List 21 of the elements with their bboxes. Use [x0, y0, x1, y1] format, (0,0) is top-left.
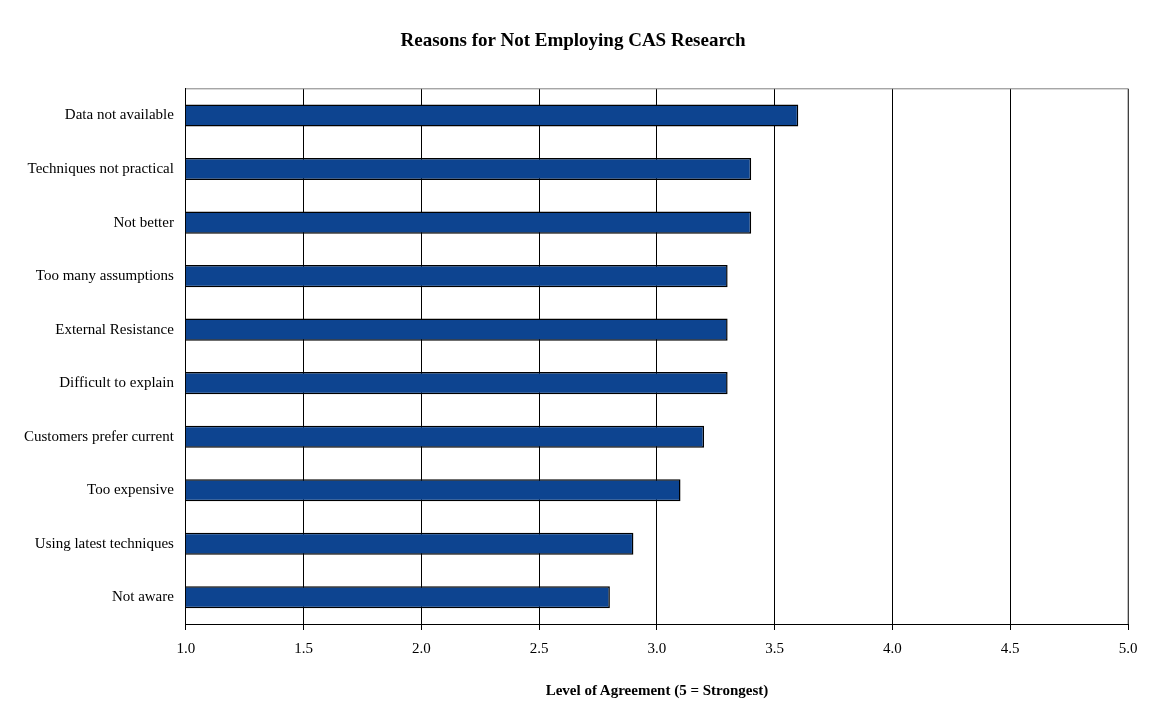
y-tick-label: External Resistance — [55, 320, 175, 337]
x-tick-label: 2.5 — [529, 639, 549, 656]
x-tick-label: 5.0 — [1118, 639, 1138, 656]
x-tick-label: 1.5 — [294, 639, 314, 656]
x-axis-title: Level of Agreement (5 = Strongest) — [545, 681, 769, 699]
y-tick-label: Techniques not practical — [27, 160, 174, 177]
x-tick-label: 1.0 — [176, 639, 196, 656]
y-tick-label: Not better — [113, 213, 174, 230]
y-tick-label: Using latest techniques — [34, 534, 175, 551]
y-tick-label: Customers prefer current — [23, 427, 175, 444]
x-tick-label: 3.0 — [647, 639, 667, 656]
y-tick-label: Difficult to explain — [59, 374, 175, 391]
x-tick-label: 4.0 — [883, 639, 902, 656]
x-tick-label: 3.5 — [765, 639, 785, 656]
x-tick-label: 4.5 — [1000, 639, 1020, 656]
y-tick-label: Too expensive — [87, 481, 175, 498]
x-tick-label: 2.0 — [412, 639, 431, 656]
y-tick-label: Too many assumptions — [35, 267, 175, 284]
y-tick-label: Data not available — [64, 106, 175, 123]
y-tick-label: Not aware — [111, 588, 175, 605]
chart-title: Reasons for Not Employing CAS Research — [400, 29, 746, 51]
